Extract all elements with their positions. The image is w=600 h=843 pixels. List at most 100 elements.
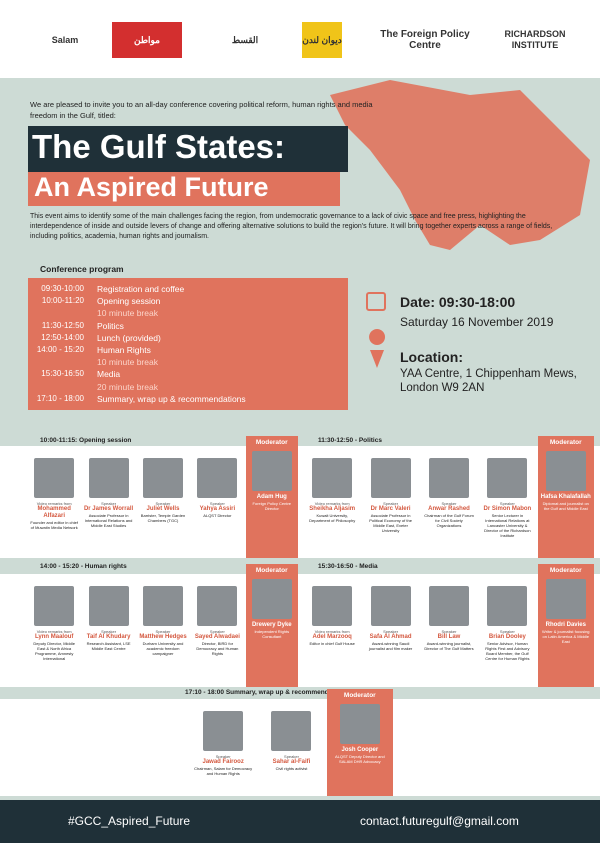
- speaker-name: Hafsa Khalafallah: [540, 494, 591, 500]
- session-heading: 10:00-11:15: Opening session: [40, 437, 132, 444]
- speaker-name: Mohammed Alfazari: [37, 506, 71, 519]
- speaker-desc: Kuwait University, Department of Philoso…: [309, 513, 356, 523]
- speaker-name: Anwar Rashed: [428, 506, 470, 512]
- photo: [487, 586, 528, 626]
- speaker-desc: Foreign Policy Centre Director: [252, 501, 292, 511]
- speaker-desc: Independent Rights Consultant: [254, 629, 290, 639]
- speaker-desc: ALQST Deputy Director and SALAM DHR Advo…: [334, 754, 385, 764]
- photo: [339, 704, 380, 744]
- role: Speaker: [284, 754, 299, 759]
- logo: The Foreign Policy Centre: [380, 29, 470, 51]
- role: Speaker: [155, 629, 171, 634]
- photo: [545, 579, 586, 619]
- role: Speaker: [209, 629, 225, 634]
- speaker-name: Yahya Assiri: [199, 506, 236, 512]
- speaker-name: Josh Cooper: [341, 747, 379, 753]
- logo: القسط: [231, 34, 259, 45]
- photo: [312, 458, 353, 498]
- role: Speaker: [499, 629, 515, 634]
- program-time: 17:10 - 18:00: [36, 393, 84, 403]
- speaker-desc: Civil rights activist: [275, 766, 308, 771]
- program-item: 10 minute break: [97, 357, 158, 368]
- program-time: 11:30-12:50: [41, 320, 84, 330]
- speaker-desc: Director, BIRD for Democracy and Human R…: [196, 641, 239, 656]
- role: Speaker: [383, 629, 399, 634]
- speaker-desc: Chairman, Salam for Democracy and Human …: [194, 766, 253, 776]
- role: Video remarks from: [314, 629, 350, 634]
- photo: [34, 458, 75, 498]
- program-time: 14:00 - 15:20: [36, 345, 84, 354]
- role: Video remarks from: [36, 501, 72, 506]
- speaker-name: Safa Al Ahmad: [369, 634, 412, 640]
- photo: [428, 458, 469, 498]
- photo: [142, 458, 183, 498]
- date-label: Date: 09:30-18:00: [400, 294, 516, 310]
- speaker-card: Speaker Jawad Fairooz Chairman, Salam for …: [190, 699, 256, 796]
- role: Speaker: [101, 501, 117, 506]
- intro: We are pleased to invite you to an all-d…: [30, 100, 373, 120]
- program-time: 09:30-10:00: [41, 284, 84, 293]
- photo: [370, 586, 411, 626]
- speaker-card: Video remarks from Mohammed Alfazari Found…: [28, 446, 80, 558]
- logo: RICHARDSON INSTITUTE: [504, 29, 566, 50]
- speaker-name: Brian Dooley: [488, 634, 526, 640]
- photo: [88, 586, 129, 626]
- speaker-name: Juliet Wells: [146, 506, 180, 512]
- speaker-name: Lynn Maalouf: [34, 634, 74, 640]
- email: contact.futuregulf@gmail.com: [360, 814, 519, 828]
- program-item: 20 minute break: [97, 381, 158, 392]
- role: Moderator: [549, 567, 582, 574]
- speaker-desc: Founder and editor in chief of Muwatin M…: [30, 520, 78, 530]
- speaker-card: Speaker Brian Dooley Senior Advisor, Human…: [479, 574, 535, 687]
- date-value: Saturday 16 November 2019: [400, 315, 554, 329]
- speaker-name: Taif Al Khudary: [86, 634, 131, 640]
- speaker-card: Speaker Anwar Rashed Chairman of the Gulf …: [421, 446, 477, 558]
- speaker-name: Adam Hug: [256, 494, 287, 500]
- moderator-card: Moderator Adam Hug Foreign Policy Centre D…: [245, 436, 298, 558]
- speaker-card: Speaker Dr James Worrall Associate Profess…: [82, 446, 134, 558]
- program-item: Lunch (provided): [97, 332, 161, 343]
- session-heading: 15:30-16:50 - Media: [318, 563, 378, 570]
- speaker-desc: Associate Professor in Political Economy…: [369, 513, 412, 533]
- logo: مواطن: [112, 22, 182, 58]
- role: Speaker: [499, 501, 515, 506]
- speaker-desc: Durham University and academic freedom c…: [142, 641, 184, 656]
- program-time: 15:30-16:50: [41, 369, 84, 379]
- program-item: Opening session: [97, 296, 161, 307]
- speaker-card: Speaker Sayed Alwadaei Director, BIRD for …: [191, 574, 243, 687]
- session-heading: 11:30-12:50 - Politics: [318, 437, 382, 444]
- speaker-name: Drewery Dyke: [251, 622, 292, 628]
- program-item: 10 minute break: [97, 308, 158, 319]
- speaker-name: Dr Simon Mabon: [483, 506, 532, 512]
- program-item: Summary, wrap up & recommendations: [97, 393, 246, 404]
- role: Speaker: [215, 754, 231, 759]
- speaker-name: Matthew Hedges: [139, 634, 187, 640]
- photo: [197, 458, 238, 498]
- logo: ديوان لندن: [302, 22, 342, 58]
- speaker-card: Speaker Safa Al Ahmad Award-winning Saudi …: [362, 574, 418, 687]
- speaker-card: Speaker Sahar al-Faifi Civil rights activi…: [258, 699, 324, 796]
- program-item: Media: [97, 369, 121, 380]
- speaker-name: Sahar al-Faifi: [272, 759, 311, 765]
- speaker-desc: Writer & journalist focusing on Latin Am…: [542, 629, 590, 644]
- speaker-desc: Diplomat and journalist on the Gulf and …: [542, 501, 589, 511]
- role: Moderator: [255, 439, 288, 446]
- photo: [370, 458, 411, 498]
- location-value: YAA Centre, 1 Chippenham Mews, London W9…: [400, 368, 577, 394]
- speaker-desc: Editor in chief Gulf House: [309, 641, 355, 646]
- speaker-desc: Research Assistant, LSE Middle East Cent…: [86, 641, 131, 651]
- header: [0, 0, 600, 78]
- speaker-desc: Chairman of the Gulf Forum for Civil Soc…: [424, 513, 474, 528]
- speaker-desc: Barrister, Temple Garden Chambers (TGC): [140, 513, 186, 523]
- photo: [142, 586, 183, 626]
- program-heading: Conference program: [40, 264, 124, 274]
- photo: [487, 458, 528, 498]
- session-heading: 14:00 - 15:20 - Human rights: [40, 563, 127, 570]
- program-item: Human Rights: [97, 345, 151, 355]
- speaker-card: Speaker Matthew Hedges Durham University a…: [137, 574, 189, 687]
- role: Speaker: [155, 501, 171, 506]
- photo: [271, 711, 312, 751]
- session-heading: 17:10 - 18:00 Summary, wrap up & recomme…: [185, 689, 348, 696]
- location-label: Location:: [400, 349, 463, 365]
